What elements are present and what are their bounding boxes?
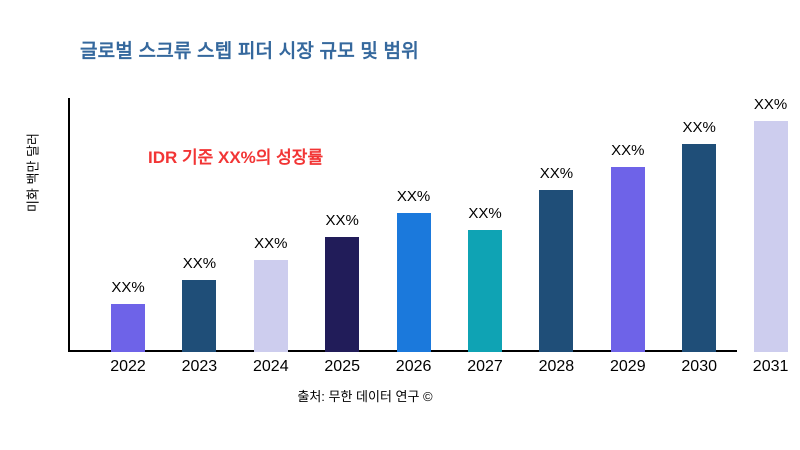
- bar-value-label-2031: XX%: [753, 96, 788, 113]
- plot-area: XX% 2022 XX% 2023 XX% 2024 XX% 2025 XX% 2026 XX% 20…: [68, 96, 790, 375]
- x-axis-tick-2027: 2027: [467, 358, 503, 375]
- bar-2023: [182, 280, 217, 352]
- bar-2025: [325, 237, 360, 352]
- bar-value-label-2026: XX%: [396, 188, 431, 205]
- bar-2024: [253, 260, 288, 352]
- x-axis-tick-2026: 2026: [395, 358, 432, 375]
- bar-value-label-2029: XX%: [611, 142, 645, 159]
- bar-value-label-2024: XX%: [254, 235, 288, 252]
- chart-title: 글로벌 스크류 스텝 피더 시장 규모 및 범위: [80, 41, 419, 62]
- bar-value-label-2022: XX%: [111, 279, 145, 296]
- bar-2026: [396, 213, 431, 352]
- y-axis-label: 미화 백만 달러: [25, 133, 41, 212]
- bar-value-label-2028: XX%: [539, 165, 574, 182]
- bar-2022: [111, 304, 145, 352]
- x-axis-tick-2023: 2023: [181, 358, 218, 375]
- x-axis-tick-2030: 2030: [681, 358, 717, 375]
- bar-2030: [682, 144, 717, 352]
- bar-2027: [468, 230, 502, 352]
- source-credit: 출처: 무한 데이터 연구 ©: [297, 389, 433, 404]
- x-axis-tick-2031: 2031: [752, 358, 789, 375]
- x-axis-tick-2022: 2022: [110, 358, 146, 375]
- bar-2028: [539, 190, 574, 352]
- x-axis-tick-2029: 2029: [610, 358, 646, 375]
- x-axis-tick-2028: 2028: [538, 358, 575, 375]
- y-axis-line: [68, 98, 70, 352]
- bar-value-label-2025: XX%: [325, 212, 359, 229]
- bar-value-label-2027: XX%: [468, 205, 502, 222]
- bar-2031: [753, 121, 788, 352]
- x-axis-tick-2025: 2025: [324, 358, 360, 375]
- bar-2029: [610, 167, 645, 352]
- bar-value-label-2030: XX%: [682, 119, 716, 136]
- x-axis-tick-2024: 2024: [253, 358, 289, 375]
- growth-annotation: IDR 기준 XX%의 성장률: [148, 148, 324, 167]
- bar-value-label-2023: XX%: [182, 255, 217, 272]
